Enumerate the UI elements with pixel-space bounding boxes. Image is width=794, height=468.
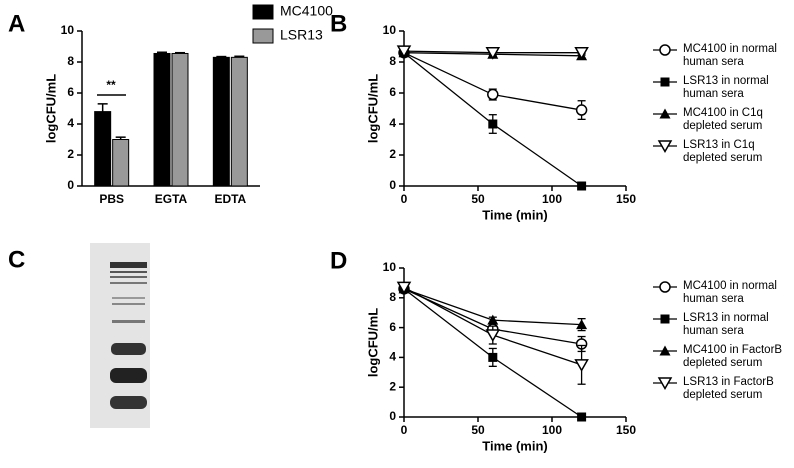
y-tick-label: 10	[383, 23, 397, 37]
marker	[396, 281, 412, 295]
marker	[574, 46, 589, 60]
legend-label: MC4100 in FactorB depleted serum	[683, 344, 783, 369]
marker	[659, 108, 671, 119]
y-tick-label: 10	[61, 23, 75, 37]
x-tick-label: 0	[401, 423, 408, 437]
marker	[577, 412, 587, 422]
x-tick-label: 100	[542, 423, 562, 437]
y-tick-label: 10	[383, 260, 397, 274]
y-tick-label: 0	[389, 409, 396, 423]
x-tick-label: 150	[616, 192, 636, 206]
x-tick-label: 100	[542, 192, 562, 206]
y-tick-label: 4	[389, 116, 396, 130]
annotation: **	[106, 78, 116, 92]
legend-label: LSR13 in FactorB depleted serum	[683, 376, 774, 401]
y-tick-label: 8	[67, 54, 74, 68]
y-tick-label: 0	[67, 178, 74, 192]
legend-label: MC4100 in normal human sera	[683, 280, 777, 305]
marker	[577, 181, 587, 191]
y-tick-label: 6	[389, 320, 396, 334]
y-tick-label: 6	[67, 85, 74, 99]
series-line	[403, 52, 582, 111]
y-tick-label: 4	[67, 116, 74, 130]
y-tick-label: 4	[389, 350, 396, 364]
legend-label: LSR13 in normal human sera	[683, 75, 769, 100]
marker	[659, 44, 671, 56]
bar	[230, 56, 248, 187]
y-axis-label: logCFU/mL	[365, 308, 380, 377]
x-tick-label: 150	[616, 423, 636, 437]
legend-label: LSR13 in C1q depleted serum	[683, 139, 763, 164]
marker	[576, 319, 588, 330]
marker	[657, 377, 673, 391]
y-tick-label: 0	[389, 178, 396, 192]
panel-label: B	[330, 10, 347, 37]
y-tick-label: 2	[389, 379, 396, 393]
y-axis-label: logCFU/mL	[365, 74, 380, 143]
y-tick-label: 6	[389, 85, 396, 99]
x-tick-label: 0	[401, 192, 408, 206]
x-axis-label: Time (min)	[482, 438, 548, 453]
gel-image	[90, 243, 150, 428]
y-tick-label: 2	[389, 147, 396, 161]
panel-label: D	[330, 247, 347, 274]
y-tick-label: 8	[389, 54, 396, 68]
legend-label: MC4100 in normal human sera	[683, 43, 777, 68]
bar	[94, 111, 112, 187]
legend-swatch	[252, 28, 274, 44]
x-axis-label: Time (min)	[482, 207, 548, 222]
marker	[659, 281, 671, 293]
x-tick-label: PBS	[99, 192, 124, 206]
bar	[112, 139, 130, 187]
legend-swatch	[252, 4, 274, 20]
marker	[657, 140, 673, 154]
marker	[575, 104, 588, 116]
legend-label: MC4100	[280, 3, 333, 19]
y-tick-label: 8	[389, 290, 396, 304]
legend-label: MC4100 in C1q depleted serum	[683, 107, 763, 132]
marker	[485, 46, 501, 60]
panel-label: A	[8, 10, 25, 37]
bar	[212, 56, 230, 187]
y-tick-label: 2	[67, 147, 74, 161]
x-tick-label: EGTA	[155, 192, 188, 206]
y-axis-label: logCFU/mL	[43, 74, 58, 143]
marker	[487, 314, 499, 325]
panel-label: C	[8, 246, 25, 273]
bar	[153, 52, 171, 187]
marker	[488, 119, 498, 129]
x-tick-label: 50	[471, 423, 485, 437]
x-tick-label: 50	[471, 192, 485, 206]
marker	[488, 352, 498, 362]
marker	[485, 329, 501, 343]
legend-label: LSR13	[280, 27, 323, 43]
marker	[574, 359, 589, 372]
legend-label: LSR13 in normal human sera	[683, 312, 769, 337]
marker	[487, 88, 499, 101]
marker	[660, 314, 670, 324]
x-tick-label: EDTA	[214, 192, 246, 206]
marker	[396, 45, 412, 59]
marker	[660, 77, 670, 87]
bar	[171, 52, 189, 187]
marker	[659, 345, 671, 356]
